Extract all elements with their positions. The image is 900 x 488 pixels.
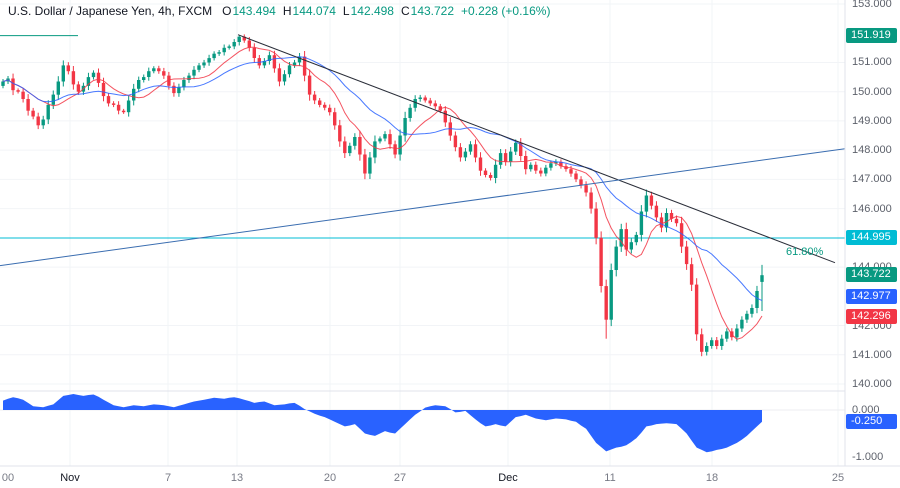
time-axis[interactable]: 00 Nov 7 13 20 27 Dec 11 18 25 (0, 467, 900, 488)
time-axis-label: 25 (831, 472, 845, 484)
time-axis-label: Nov (60, 472, 80, 484)
price-axis-label: 140.000 (852, 378, 892, 390)
level-lines-layer (0, 35, 845, 239)
moving-averages-layer (2, 46, 763, 340)
oscillator-layer (3, 394, 762, 453)
time-axis-label: 00 (1, 472, 15, 484)
open-label: O (222, 4, 232, 18)
price-axis-badge: 151.919 (846, 27, 897, 43)
low-label: L (342, 4, 350, 18)
grid-layer (0, 0, 845, 466)
indicator-axis-label: -1.000 (852, 451, 884, 463)
price-axis-label: 146.000 (852, 202, 892, 215)
ohlc-open: O143.494 (222, 4, 276, 18)
price-axis-badge: 144.995 (846, 229, 897, 245)
indicator-value-badge: -0.250 (846, 413, 897, 429)
symbol-legend: U.S. Dollar / Japanese Yen, 4h, FXCM O143… (8, 4, 550, 18)
ohlc-close: C143.722 (401, 4, 454, 18)
price-axis-label: 147.000 (852, 173, 892, 186)
time-axis-label: 27 (393, 472, 407, 484)
high-value: 144.074 (292, 4, 336, 18)
high-label: H (282, 4, 292, 18)
price-axis-label: 153.000 (852, 0, 892, 10)
price-change: +0.228 (+0.16%) (461, 4, 551, 18)
time-axis-label: 13 (230, 472, 244, 484)
price-axis-label: 148.000 (852, 144, 892, 157)
price-axis-label: 149.000 (852, 114, 892, 127)
time-axis-label: 11 (604, 472, 616, 484)
time-axis-label: Dec (498, 472, 518, 484)
open-value: 143.494 (232, 4, 276, 18)
low-value: 142.498 (350, 4, 394, 18)
price-axis-label: 151.000 (852, 56, 892, 69)
fib-level-label[interactable]: 61.80% (786, 245, 824, 258)
price-axis-badge: 142.296 (846, 308, 897, 324)
time-axis-label: 20 (323, 472, 337, 484)
price-axis-badge: 143.722 (846, 267, 897, 283)
price-axis-badge: 142.977 (846, 288, 897, 304)
borders-layer (0, 0, 900, 467)
price-axis-label: 141.000 (852, 348, 892, 361)
price-axis-label: 150.000 (852, 85, 892, 98)
symbol-title[interactable]: U.S. Dollar / Japanese Yen, 4h, FXCM (8, 4, 213, 18)
indicator-axis-label: 0.000 (852, 404, 880, 416)
ohlc-high: H144.074 (283, 4, 336, 18)
trend-lines-layer (0, 34, 846, 267)
time-axis-label: 18 (705, 472, 719, 484)
close-label: C (400, 4, 410, 18)
time-axis-label: 7 (164, 472, 172, 484)
ohlc-low: L142.498 (343, 4, 394, 18)
candles-layer (1, 34, 764, 357)
close-value: 143.722 (410, 4, 455, 18)
price-axis[interactable]: 153.000 151.000 150.000 149.000 148.000 147.0… (845, 0, 900, 466)
